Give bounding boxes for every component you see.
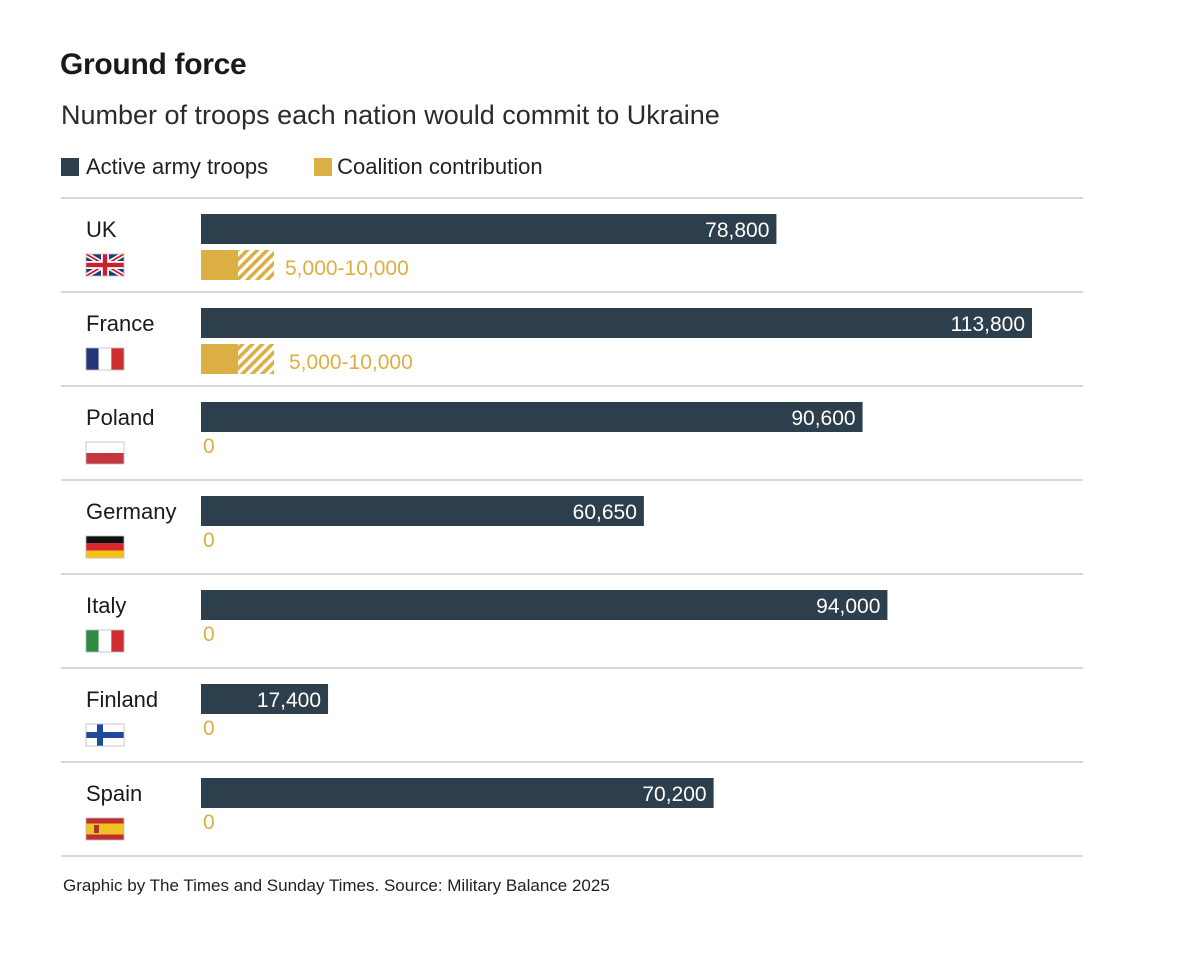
active-bar-germany (201, 496, 644, 526)
active-bar-label-finland: 17,400 (257, 689, 321, 712)
legend-label-coalition: Coalition contribution (337, 154, 543, 179)
spain-flag (85, 817, 125, 841)
active-bar-uk (201, 214, 777, 244)
coalition-bar-range-france (238, 344, 274, 374)
country-label-italy: Italy (86, 593, 126, 618)
uk-flag (84, 251, 126, 279)
legend: Active army troops Coalition contributio… (61, 154, 589, 180)
legend-label-active: Active army troops (86, 154, 269, 179)
active-bar-label-italy: 94,000 (816, 595, 880, 618)
germany-flag (85, 535, 125, 559)
active-bar-poland (201, 402, 863, 432)
active-bar-label-uk: 78,800 (705, 219, 769, 242)
coalition-bar-min-france (201, 344, 238, 374)
finland-flag (85, 723, 125, 747)
coalition-label-france: 5,000-10,000 (289, 351, 413, 374)
active-bar-label-spain: 70,200 (642, 783, 706, 806)
active-bar-finland (201, 684, 329, 714)
coalition-bar-range-uk (238, 250, 274, 280)
legend-swatch-coalition (314, 158, 333, 176)
coalition-label-uk: 5,000-10,000 (285, 257, 409, 280)
legend-item-active: Active army troops (61, 154, 268, 180)
country-label-germany: Germany (86, 499, 176, 524)
active-bar-italy (201, 590, 888, 620)
active-bar-spain (201, 778, 714, 808)
france-flag (85, 347, 125, 371)
coalition-label-finland: 0 (203, 717, 215, 740)
coalition-bar-min-uk (201, 250, 238, 280)
legend-swatch-active (61, 158, 79, 176)
chart-title: Ground force (60, 48, 247, 81)
country-label-france: France (86, 311, 154, 336)
chart-subtitle: Number of troops each nation would commi… (61, 100, 720, 130)
coalition-label-germany: 0 (203, 529, 215, 552)
country-label-poland: Poland (86, 405, 155, 430)
active-bar-label-germany: 60,650 (573, 501, 637, 524)
country-label-spain: Spain (86, 781, 142, 806)
poland-flag (85, 441, 125, 465)
active-bar-label-france: 113,800 (951, 313, 1025, 336)
active-bar-france (201, 308, 1032, 338)
country-label-uk: UK (86, 217, 117, 242)
coalition-label-italy: 0 (203, 623, 215, 646)
coalition-label-poland: 0 (203, 435, 215, 458)
italy-flag (85, 629, 125, 653)
source-note: Graphic by The Times and Sunday Times. S… (63, 876, 610, 895)
legend-item-coalition: Coalition contribution (314, 154, 543, 180)
country-label-finland: Finland (86, 687, 158, 712)
coalition-label-spain: 0 (203, 811, 215, 834)
active-bar-label-poland: 90,600 (791, 407, 855, 430)
